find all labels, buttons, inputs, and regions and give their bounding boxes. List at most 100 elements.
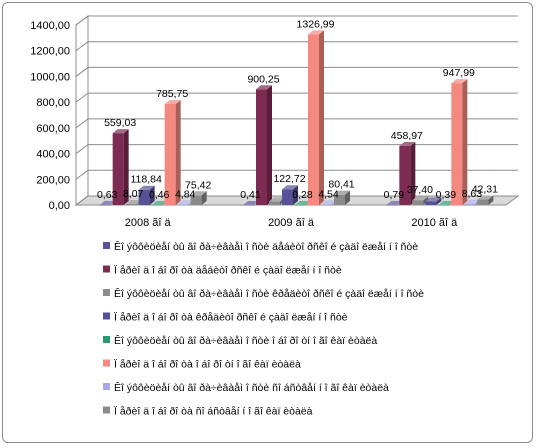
y-tick-label: 400,00 bbox=[36, 149, 70, 161]
bar bbox=[425, 197, 442, 205]
bar-top bbox=[464, 199, 481, 204]
gridline bbox=[75, 118, 518, 129]
bar-top bbox=[308, 30, 324, 35]
legend-item: Ï åðèî ä î áî ðî òà êðåäèòî ðñêî é çàäî … bbox=[103, 312, 348, 324]
bar-side bbox=[423, 196, 429, 205]
gridline bbox=[75, 144, 518, 154]
data-label: 900,25 bbox=[247, 73, 279, 85]
bar-top bbox=[125, 199, 142, 204]
bar-front bbox=[269, 201, 280, 205]
bar-top bbox=[177, 200, 194, 205]
bar-front bbox=[151, 204, 163, 206]
legend-swatch bbox=[103, 289, 110, 296]
data-label: 118,84 bbox=[130, 174, 161, 186]
data-label: 8,63 bbox=[462, 188, 483, 200]
bar-top bbox=[399, 141, 416, 146]
bar bbox=[190, 191, 207, 205]
bar bbox=[334, 190, 350, 205]
bar-top bbox=[243, 200, 259, 205]
bar-side bbox=[149, 185, 155, 205]
bar bbox=[477, 195, 494, 205]
bar-side bbox=[436, 197, 442, 205]
bar-side bbox=[410, 141, 416, 205]
bar-top bbox=[138, 185, 155, 190]
bar bbox=[451, 79, 468, 205]
side-wall bbox=[75, 15, 89, 206]
bar bbox=[399, 141, 416, 205]
bar-front bbox=[99, 204, 111, 206]
gridline bbox=[75, 41, 518, 52]
bar-top bbox=[386, 200, 403, 205]
data-label: 4,84 bbox=[175, 188, 196, 200]
data-label: 0,41 bbox=[240, 189, 261, 201]
legend-swatch bbox=[103, 336, 110, 343]
x-tick-label: 2009 ãî ä bbox=[268, 217, 315, 229]
legend-label: Ï åðèî ä î áî ðî òà êðåäèòî ðñêî é çàäî … bbox=[114, 312, 348, 324]
bar bbox=[256, 85, 272, 205]
bar-front bbox=[164, 103, 176, 205]
bar-front bbox=[451, 83, 463, 205]
data-label: 947,99 bbox=[443, 67, 475, 79]
legend-swatch bbox=[103, 383, 110, 390]
bar-top bbox=[256, 85, 272, 90]
gridline bbox=[75, 15, 518, 26]
legend-swatch bbox=[103, 359, 110, 367]
bar-front bbox=[334, 194, 345, 205]
legend-label: Êî ýôôèöèåí òû âî ðà÷èâàåì î ñòè ñî áñòâ… bbox=[114, 381, 389, 394]
bar-front bbox=[412, 200, 424, 205]
bar-side bbox=[345, 190, 350, 205]
bar-side bbox=[319, 30, 324, 206]
data-label: 80,41 bbox=[328, 179, 354, 191]
bar-top bbox=[295, 200, 311, 205]
legend-swatch bbox=[103, 312, 110, 320]
bar-front bbox=[308, 34, 319, 206]
data-label: 458,97 bbox=[391, 130, 423, 142]
bar-front bbox=[256, 89, 267, 205]
bar-top bbox=[334, 190, 350, 195]
gridlines bbox=[75, 15, 518, 206]
legend-item: Ï åðèî ä î áî ðî òà î áî ðî òí î ãî êàï … bbox=[103, 359, 301, 371]
legend-label: Êî ýôôèöèåí òû âî ðà÷èâàåì î ñòè î áî ðî… bbox=[114, 334, 377, 347]
bar-top bbox=[425, 197, 442, 202]
bar-top bbox=[451, 79, 468, 84]
bar-front bbox=[425, 201, 437, 205]
legend-item: Êî ýôôèöèåí òû âî ðà÷èâàåì î ñòè ñî áñòâ… bbox=[103, 381, 389, 394]
bar-side bbox=[123, 129, 129, 205]
bar-top bbox=[477, 195, 494, 200]
bar-front bbox=[138, 189, 150, 205]
x-axis-categories: 2008 ãî ä 2009 ãî ä 2010 ãî ä bbox=[125, 217, 458, 229]
bar-front bbox=[438, 204, 450, 206]
y-tick-label: 0,00 bbox=[49, 200, 70, 212]
y-tick-label: 1400,00 bbox=[30, 20, 70, 32]
bar-top bbox=[282, 185, 298, 190]
bar-front bbox=[321, 204, 332, 205]
bar bbox=[164, 99, 181, 205]
bar-front bbox=[243, 204, 254, 206]
legend-item: Ï åðèî ä î áî ðî òà äåáèòî ðñêî é çàäî ë… bbox=[103, 265, 342, 277]
data-label: 75,42 bbox=[185, 179, 211, 191]
legend-item: Ï åðèî ä î áî ðî òà ñî áñòâåí í î ãî êàï… bbox=[103, 406, 313, 418]
bar bbox=[112, 129, 129, 205]
bar-front bbox=[477, 199, 489, 205]
chart-frame bbox=[2, 2, 533, 443]
y-axis-ticks: 0,00 200,00 400,00 600,00 800,00 1000,00 1200,… bbox=[30, 20, 70, 212]
data-label: 0,28 bbox=[292, 189, 313, 201]
bar-top bbox=[190, 191, 207, 196]
data-label: 4,54 bbox=[318, 188, 339, 200]
legend-swatch bbox=[103, 242, 110, 249]
bar-front bbox=[464, 203, 476, 205]
bars bbox=[99, 30, 494, 206]
data-label: 8,07 bbox=[123, 188, 144, 200]
data-label: 785,75 bbox=[156, 88, 188, 100]
bar-side bbox=[293, 185, 298, 205]
bar-top bbox=[112, 129, 129, 134]
data-label: 1326,99 bbox=[297, 18, 335, 30]
bar-top bbox=[151, 200, 168, 205]
bar bbox=[412, 196, 429, 205]
gridline bbox=[75, 92, 518, 103]
bar-front bbox=[190, 195, 202, 205]
gridline bbox=[75, 169, 518, 180]
bar-side bbox=[462, 79, 468, 205]
bar bbox=[282, 185, 298, 205]
